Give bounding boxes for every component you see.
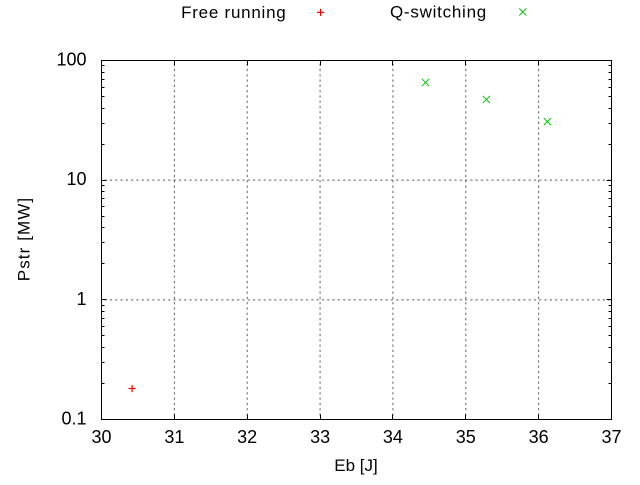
svg-text:34: 34 bbox=[383, 427, 403, 447]
svg-text:1: 1 bbox=[76, 289, 86, 309]
svg-text:10: 10 bbox=[66, 169, 86, 189]
svg-text:100: 100 bbox=[56, 50, 86, 70]
svg-text:Q-switching: Q-switching bbox=[390, 3, 487, 22]
svg-text:0.1: 0.1 bbox=[61, 409, 86, 429]
svg-text:Free running: Free running bbox=[181, 3, 286, 22]
svg-text:32: 32 bbox=[237, 427, 257, 447]
svg-text:31: 31 bbox=[164, 427, 184, 447]
svg-text:30: 30 bbox=[91, 427, 111, 447]
svg-text:35: 35 bbox=[456, 427, 476, 447]
svg-text:36: 36 bbox=[529, 427, 549, 447]
svg-text:Pstr [MW]: Pstr [MW] bbox=[15, 197, 34, 282]
svg-text:37: 37 bbox=[601, 427, 621, 447]
svg-text:33: 33 bbox=[310, 427, 330, 447]
svg-text:Eb [J]: Eb [J] bbox=[334, 456, 377, 475]
